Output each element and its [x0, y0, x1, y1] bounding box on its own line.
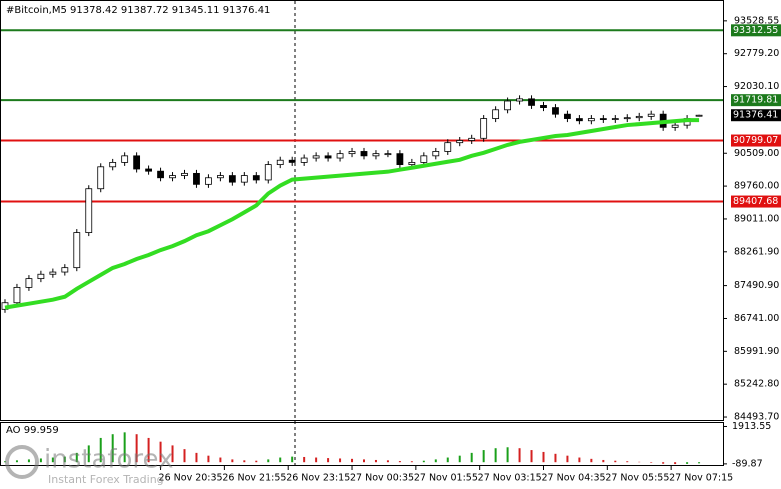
level-label: 91719.81 — [733, 95, 778, 106]
x-tick-label: 26 Nov 20:35 — [159, 473, 223, 484]
last-price-box — [731, 109, 781, 122]
candle-body — [456, 140, 464, 144]
candle-body — [564, 113, 571, 119]
watermark-tagline: Instant Forex Trading — [48, 473, 164, 486]
candle-body — [599, 118, 607, 120]
y-tick-label: 85242.80 — [734, 379, 779, 390]
candle-body — [468, 137, 476, 141]
y-tick-label: 89011.00 — [734, 213, 779, 224]
watermark: instaforex Instant Forex Trading — [5, 445, 173, 486]
candle-body — [145, 168, 152, 172]
candle-body — [348, 151, 356, 155]
candle-body — [193, 172, 200, 185]
candle-body — [37, 273, 45, 280]
level-label-box — [731, 195, 781, 208]
moving-average — [4, 118, 700, 310]
candle-body — [181, 172, 188, 176]
chart-title: #Bitcoin,M5 91378.42 91387.72 91345.11 9… — [6, 5, 270, 16]
candle-body — [73, 232, 81, 269]
x-tick-label: 27 Nov 04:35 — [541, 473, 605, 484]
level-label: 90799.07 — [733, 135, 778, 146]
watermark-logo — [5, 445, 39, 479]
indicator-tick-label: -89.87 — [732, 458, 763, 469]
x-tick-label: 27 Nov 00:35 — [350, 473, 414, 484]
candle-body — [49, 271, 57, 275]
candle-body — [205, 177, 212, 185]
y-tick-label: 86741.00 — [734, 313, 779, 324]
y-tick-label: 92779.20 — [734, 48, 779, 59]
candle-body — [420, 155, 428, 163]
candle-body — [169, 175, 176, 179]
candle-body — [432, 151, 440, 157]
candle-body — [228, 175, 236, 183]
candle-body — [109, 162, 117, 168]
candle-body — [324, 155, 332, 159]
last-price-label: 91376.41 — [733, 110, 778, 121]
candle-body — [85, 188, 93, 233]
candle-body — [264, 164, 272, 181]
candle-body — [611, 118, 619, 120]
candle-body — [480, 118, 488, 139]
candle-body — [647, 113, 655, 117]
candle-body — [695, 114, 703, 117]
x-tick-label: 27 Nov 07:15 — [669, 473, 733, 484]
candle-body — [61, 267, 69, 273]
candle-body — [408, 162, 416, 166]
candle-body — [552, 107, 559, 115]
x-tick-label: 26 Nov 23:15 — [286, 473, 350, 484]
candle-body — [671, 124, 679, 128]
y-tick-label: 89760.00 — [734, 181, 779, 192]
level-label-box — [731, 134, 781, 147]
level-label: 93312.55 — [733, 25, 778, 36]
x-tick-label: 27 Nov 03:15 — [478, 473, 542, 484]
candle-body — [635, 115, 643, 119]
y-tick-label: 92030.10 — [734, 81, 779, 92]
candle-body — [216, 175, 224, 179]
y-tick-label: 88261.90 — [734, 246, 779, 257]
candle-body — [121, 155, 129, 163]
y-tick-label: 90509.00 — [734, 148, 779, 159]
x-tick-label: 26 Nov 21:55 — [222, 473, 286, 484]
candle-body — [240, 175, 248, 183]
candle-body — [25, 278, 33, 288]
y-tick-label: 87490.90 — [734, 280, 779, 291]
candle-body — [372, 153, 380, 157]
candle-body — [540, 105, 547, 109]
candle-body — [97, 166, 105, 190]
candle-body — [13, 286, 21, 304]
plot-frame — [0, 0, 724, 421]
level-label-box — [731, 24, 781, 37]
candle-body — [444, 142, 452, 152]
y-tick-label: 85991.90 — [734, 346, 779, 357]
candle-body — [300, 157, 308, 163]
level-label-box — [731, 94, 781, 107]
y-tick-label: 84493.70 — [734, 412, 779, 423]
candle-body — [157, 170, 164, 179]
y-tick-label: 93528.55 — [734, 15, 779, 26]
candle-body — [396, 153, 404, 166]
indicator-title: AO 99.959 — [6, 425, 59, 436]
candle-body — [528, 98, 535, 106]
candle-body — [312, 155, 320, 159]
candle-body — [516, 98, 523, 102]
candle-body — [575, 118, 583, 122]
candle-body — [133, 155, 141, 170]
candle-body — [587, 118, 595, 122]
candle-body — [492, 109, 500, 119]
indicator-frame — [0, 422, 724, 466]
x-tick-label: 27 Nov 01:55 — [414, 473, 478, 484]
level-label: 89407.68 — [733, 196, 778, 207]
candle-body — [504, 100, 511, 111]
candle-body — [252, 175, 260, 181]
candle-body — [288, 159, 296, 163]
candle-body — [623, 117, 631, 120]
candle-body — [384, 153, 392, 156]
x-tick-label: 27 Nov 05:55 — [605, 473, 669, 484]
candle-body — [360, 151, 368, 157]
watermark-brand: instaforex — [44, 445, 173, 475]
indicator-tick-label: 1913.55 — [732, 421, 771, 432]
candle-body — [276, 159, 284, 166]
candle-body — [336, 153, 344, 159]
